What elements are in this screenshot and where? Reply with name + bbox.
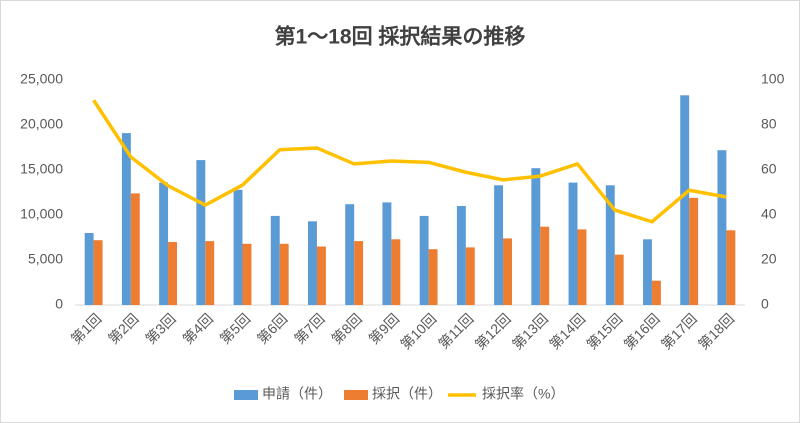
bar (651, 280, 661, 305)
bar (168, 242, 177, 305)
bar (428, 249, 438, 305)
bar (84, 233, 94, 305)
bar (196, 160, 206, 305)
bar (308, 221, 317, 305)
bar (382, 202, 392, 305)
bar (316, 246, 326, 305)
bar (465, 247, 475, 305)
bar (270, 215, 280, 305)
bar (568, 182, 578, 305)
y-tick-label: 5,000 (28, 251, 63, 267)
y-tick-label: 0 (55, 296, 63, 312)
legend-label: 申請（件） (262, 386, 332, 402)
bar (205, 241, 215, 305)
bar (159, 182, 169, 305)
bar (391, 239, 401, 305)
bar (717, 150, 727, 305)
y2-tick-label: 40 (761, 206, 777, 222)
bar (279, 243, 289, 305)
bar (121, 133, 131, 305)
y-tick-label: 20,000 (20, 116, 63, 132)
bar (643, 239, 652, 305)
y2-tick-label: 0 (761, 296, 769, 312)
bar (726, 230, 736, 305)
bar (242, 243, 252, 305)
y-tick-label: 10,000 (20, 206, 63, 222)
bar (605, 185, 615, 305)
y-tick-label: 15,000 (20, 161, 63, 177)
chart-title: 第1～18回 採択結果の推移 (275, 25, 526, 49)
y2-tick-label: 20 (761, 251, 777, 267)
bar (614, 254, 624, 305)
y2-tick-label: 100 (761, 71, 785, 87)
legend-swatch (234, 390, 258, 400)
y-tick-label: 25,000 (20, 71, 63, 87)
bar (680, 95, 690, 305)
bar (345, 204, 355, 305)
bar (540, 226, 550, 305)
bar (577, 229, 587, 305)
bar (419, 215, 429, 305)
bar (130, 193, 140, 305)
legend-label: 採択率（%） (482, 386, 564, 402)
bar (531, 168, 541, 305)
bar (689, 197, 699, 305)
y2-tick-label: 60 (761, 161, 777, 177)
bar (503, 238, 512, 305)
bar (354, 241, 364, 305)
line-series (92, 99, 727, 224)
bar (93, 240, 103, 305)
bar (233, 189, 243, 305)
legend-swatch (344, 390, 368, 400)
bar (456, 206, 466, 305)
legend-label: 採択（件） (372, 386, 442, 402)
bar (494, 185, 504, 305)
y2-tick-label: 80 (761, 116, 777, 132)
